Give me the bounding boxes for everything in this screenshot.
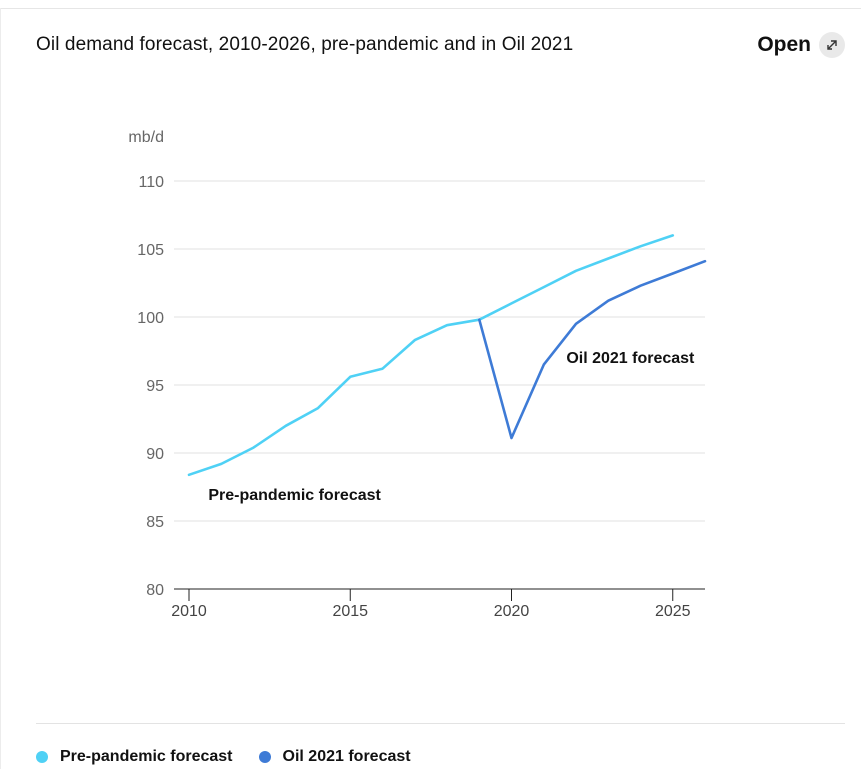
y-tick-label-90: 90: [146, 446, 164, 463]
legend-item-pre-pandemic[interactable]: Pre-pandemic forecast: [36, 748, 233, 766]
y-tick-label-95: 95: [146, 378, 164, 395]
series-line-pre-pandemic: [187, 234, 675, 477]
card-top-border: [0, 8, 861, 9]
legend-label-oil-2021: Oil 2021 forecast: [282, 748, 411, 765]
open-button-label: Open: [757, 33, 811, 56]
y-tick-label-100: 100: [137, 310, 164, 327]
legend-divider: [36, 723, 845, 724]
chart-title: Oil demand forecast, 2010-2026, pre-pand…: [36, 34, 574, 55]
annotation-pre-pandemic: Pre-pandemic forecast: [208, 487, 381, 504]
legend: Pre-pandemic forecast Oil 2021 forecast: [36, 748, 411, 766]
y-tick-label-110: 110: [138, 174, 164, 191]
y-tick-label-85: 85: [146, 514, 164, 531]
gridlines: [174, 180, 705, 590]
axes: mb/d 80 85 90 95 100 105 110 2010 2015 2020 2025: [128, 129, 690, 620]
x-tick-label-2025: 2025: [655, 603, 691, 620]
series-line-oil-2021: [477, 259, 707, 440]
x-tick-label-2010: 2010: [171, 603, 207, 620]
y-tick-label-105: 105: [137, 242, 164, 259]
open-button[interactable]: Open: [757, 32, 845, 58]
annotations: Pre-pandemic forecast Oil 2021 forecast: [208, 350, 695, 504]
legend-swatch-oil-2021: [258, 751, 271, 763]
legend-label-pre-pandemic: Pre-pandemic forecast: [60, 748, 233, 765]
external-link-icon: [819, 32, 845, 58]
legend-swatch-pre-pandemic: [36, 751, 48, 763]
annotation-oil-2021: Oil 2021 forecast: [566, 350, 695, 367]
legend-item-oil-2021[interactable]: Oil 2021 forecast: [258, 748, 411, 766]
y-axis-unit-label: mb/d: [128, 129, 164, 146]
x-tick-label-2015: 2015: [332, 603, 368, 620]
x-tick-label-2020: 2020: [494, 603, 530, 620]
y-tick-label-80: 80: [146, 582, 164, 599]
card-left-border: [0, 8, 1, 769]
series-lines: [187, 234, 707, 477]
